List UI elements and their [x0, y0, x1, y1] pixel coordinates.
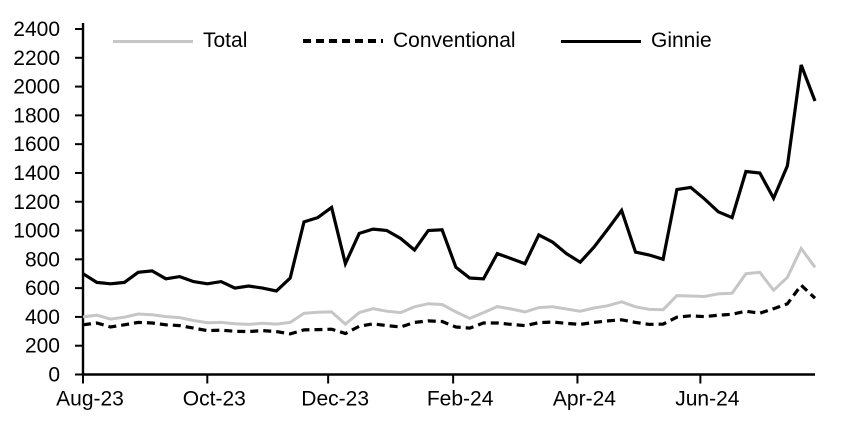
- conventional-line-swatch: [303, 39, 383, 43]
- x-tick-label: Dec-23: [301, 388, 369, 411]
- x-tick-label: Jun-24: [675, 388, 740, 411]
- legend-item-ginnie: Ginnie: [561, 28, 712, 54]
- x-tick-label: Aug-23: [56, 388, 124, 411]
- y-tick-label: 1000: [13, 220, 60, 243]
- x-tick-label: Feb-24: [427, 388, 494, 411]
- series-line-conventional: [82, 282, 817, 336]
- legend-label-conventional: Conventional: [393, 29, 516, 52]
- chart-legend: Total Conventional Ginnie: [0, 28, 852, 56]
- y-tick-label: 800: [25, 248, 60, 271]
- y-tick-label: 2000: [13, 76, 60, 99]
- y-tick-label: 1600: [13, 133, 60, 156]
- y-tick-label: 1400: [13, 162, 60, 185]
- x-tick-label: Apr-24: [553, 388, 616, 411]
- y-tick-label: 2200: [13, 47, 60, 70]
- x-tick-label: Oct-23: [183, 388, 246, 411]
- legend-item-total: Total: [113, 28, 247, 54]
- y-tick-label: 1200: [13, 191, 60, 214]
- series-line-total: [82, 245, 817, 327]
- legend-item-conventional: Conventional: [303, 28, 516, 54]
- legend-label-ginnie: Ginnie: [651, 29, 712, 52]
- y-tick-label: 400: [25, 306, 60, 329]
- y-tick-label: 600: [25, 277, 60, 300]
- legend-label-total: Total: [203, 29, 248, 52]
- y-tick-label: 1800: [13, 104, 60, 127]
- total-line-swatch: [113, 39, 193, 43]
- ginnie-line-swatch: [561, 39, 641, 43]
- series-line-ginnie: [82, 64, 817, 293]
- y-tick-label: 0: [48, 364, 60, 387]
- y-tick-label: 2400: [13, 18, 60, 41]
- y-tick-label: 200: [25, 335, 60, 358]
